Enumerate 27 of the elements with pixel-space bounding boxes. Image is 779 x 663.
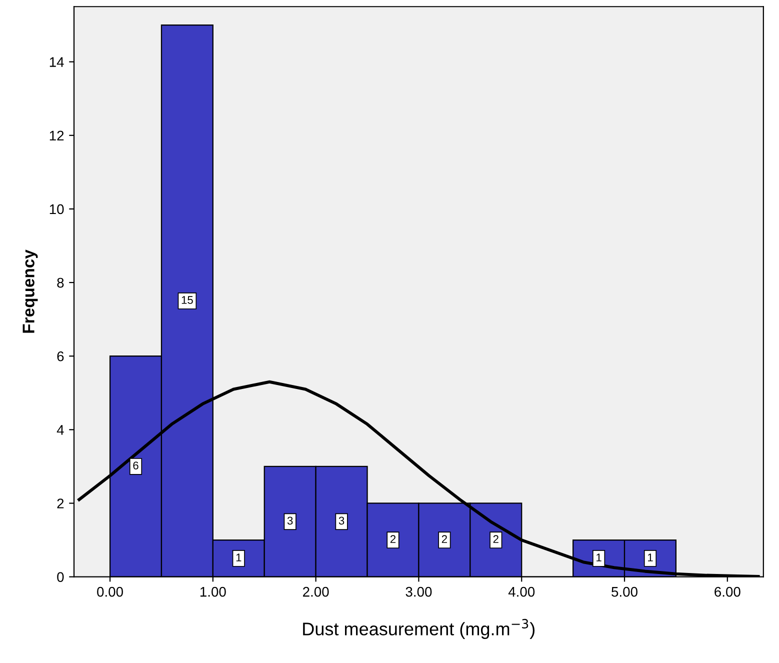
y-tick-label: 4 <box>56 425 64 435</box>
y-tick-label: 12 <box>50 130 64 140</box>
y-tick-label: 10 <box>50 204 64 214</box>
y-tick-label: 14 <box>50 57 64 67</box>
y-tick-label: 6 <box>57 351 64 362</box>
data-label: 15 <box>182 296 193 304</box>
x-tick-label: 1.00 <box>200 586 226 597</box>
y-tick-label: 0 <box>57 572 64 582</box>
data-label: 1 <box>648 554 653 562</box>
x-tick-label: 2.00 <box>303 586 329 597</box>
data-label: 1 <box>596 554 602 562</box>
data-label: 2 <box>390 535 396 543</box>
x-tick-label: 4.00 <box>508 586 535 597</box>
x-tick-label: 3.00 <box>406 586 432 597</box>
x-axis-title: Dust measurement (mg.m$^{−3}$) <box>303 618 535 639</box>
y-tick-label: 8 <box>57 278 64 288</box>
y-tick-label: 2 <box>57 498 64 508</box>
data-label: 3 <box>287 516 293 525</box>
x-tick-label: 5.00 <box>612 586 638 597</box>
data-label: 2 <box>493 535 498 543</box>
x-tick-label: 6.00 <box>714 586 740 597</box>
data-label: 1 <box>236 554 242 562</box>
data-label: 3 <box>338 516 344 525</box>
data-label: 2 <box>442 535 447 543</box>
data-label: 6 <box>133 462 138 470</box>
x-tick-label: 0.00 <box>97 586 123 597</box>
y-axis-title: Frequency <box>22 250 38 333</box>
